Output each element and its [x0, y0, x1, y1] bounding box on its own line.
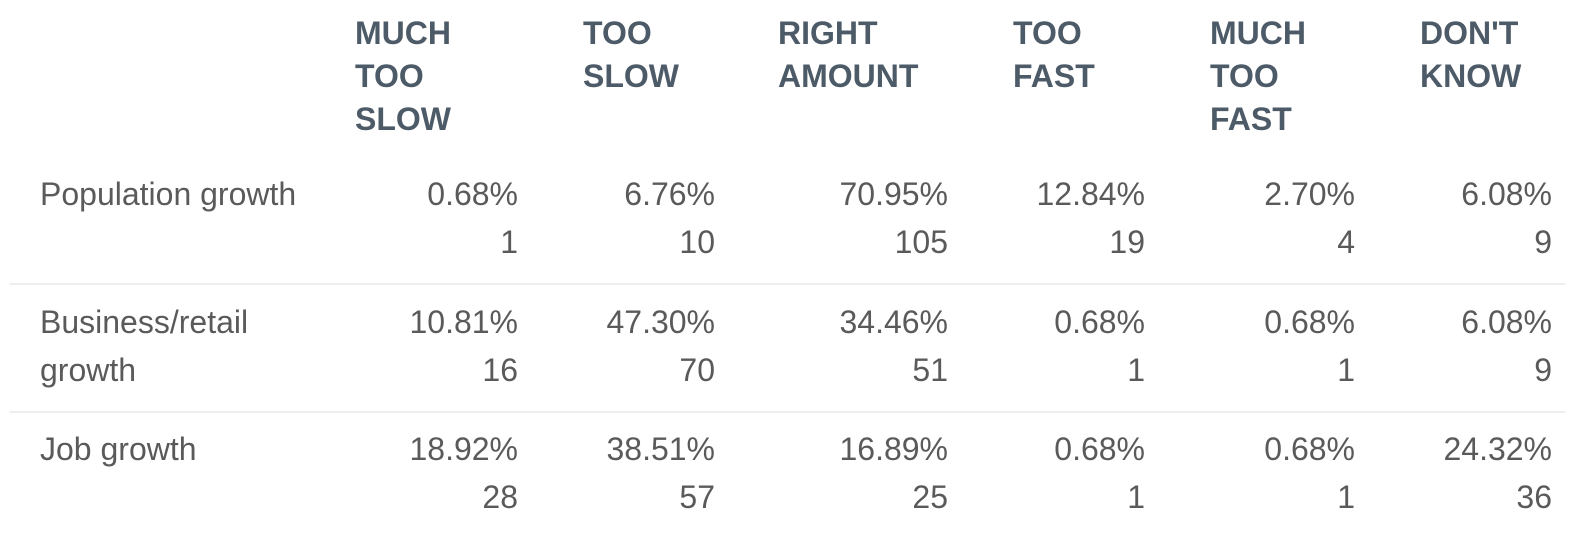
count: 57: [679, 479, 715, 515]
column-header: MUCH TOO SLOW: [355, 15, 451, 137]
cell: 6.76% 10: [624, 170, 715, 266]
percent: 2.70%: [1264, 176, 1355, 212]
percent: 6.08%: [1461, 304, 1552, 340]
cell: 70.95% 105: [839, 170, 948, 266]
count: 1: [1337, 479, 1355, 515]
percent: 18.92%: [409, 431, 518, 467]
cell: 2.70% 4: [1264, 170, 1355, 266]
cell: 12.84% 19: [1036, 170, 1145, 266]
cell: 34.46% 51: [839, 298, 948, 394]
percent: 47.30%: [606, 304, 715, 340]
cell: 6.08% 9: [1461, 298, 1552, 394]
row-label: Population growth: [40, 176, 297, 212]
percent: 24.32%: [1443, 431, 1552, 467]
cell: 24.32% 36: [1443, 425, 1552, 521]
count: 70: [679, 352, 715, 388]
cell: 38.51% 57: [606, 425, 715, 521]
percent: 6.08%: [1461, 176, 1552, 212]
percent: 70.95%: [839, 176, 948, 212]
percent: 0.68%: [1264, 304, 1355, 340]
column-header: DON'T KNOW: [1420, 15, 1522, 94]
percent: 6.76%: [624, 176, 715, 212]
count: 1: [500, 224, 518, 260]
percent: 0.68%: [1054, 431, 1145, 467]
percent: 0.68%: [1264, 431, 1355, 467]
count: 9: [1534, 224, 1552, 260]
percent: 34.46%: [839, 304, 948, 340]
cell: 10.81% 16: [409, 298, 518, 394]
cell: 0.68% 1: [1054, 425, 1145, 521]
cell: 0.68% 1: [427, 170, 518, 266]
cell: 18.92% 28: [409, 425, 518, 521]
count: 16: [482, 352, 518, 388]
column-header: RIGHT AMOUNT: [778, 15, 919, 94]
percent: 0.68%: [427, 176, 518, 212]
percent: 16.89%: [839, 431, 948, 467]
cell: 0.68% 1: [1264, 298, 1355, 394]
percent: 10.81%: [409, 304, 518, 340]
percent: 38.51%: [606, 431, 715, 467]
column-header: MUCH TOO FAST: [1210, 15, 1306, 137]
count: 10: [679, 224, 715, 260]
column-header: TOO FAST: [1013, 15, 1095, 94]
count: 105: [894, 224, 948, 260]
count: 1: [1337, 352, 1355, 388]
count: 51: [912, 352, 948, 388]
cell: 0.68% 1: [1054, 298, 1145, 394]
count: 1: [1127, 352, 1145, 388]
count: 1: [1127, 479, 1145, 515]
column-header: TOO SLOW: [583, 15, 679, 94]
cell: 0.68% 1: [1264, 425, 1355, 521]
percent: 0.68%: [1054, 304, 1145, 340]
cell: 47.30% 70: [606, 298, 715, 394]
cell: 16.89% 25: [839, 425, 948, 521]
cell: 6.08% 9: [1461, 170, 1552, 266]
count: 28: [482, 479, 518, 515]
count: 4: [1337, 224, 1355, 260]
count: 36: [1516, 479, 1552, 515]
row-label: Job growth: [40, 431, 197, 467]
count: 9: [1534, 352, 1552, 388]
count: 19: [1109, 224, 1145, 260]
count: 25: [912, 479, 948, 515]
percent: 12.84%: [1036, 176, 1145, 212]
row-separator: [10, 283, 1565, 285]
row-label: Business/retail growth: [40, 304, 249, 388]
row-separator: [10, 411, 1565, 413]
